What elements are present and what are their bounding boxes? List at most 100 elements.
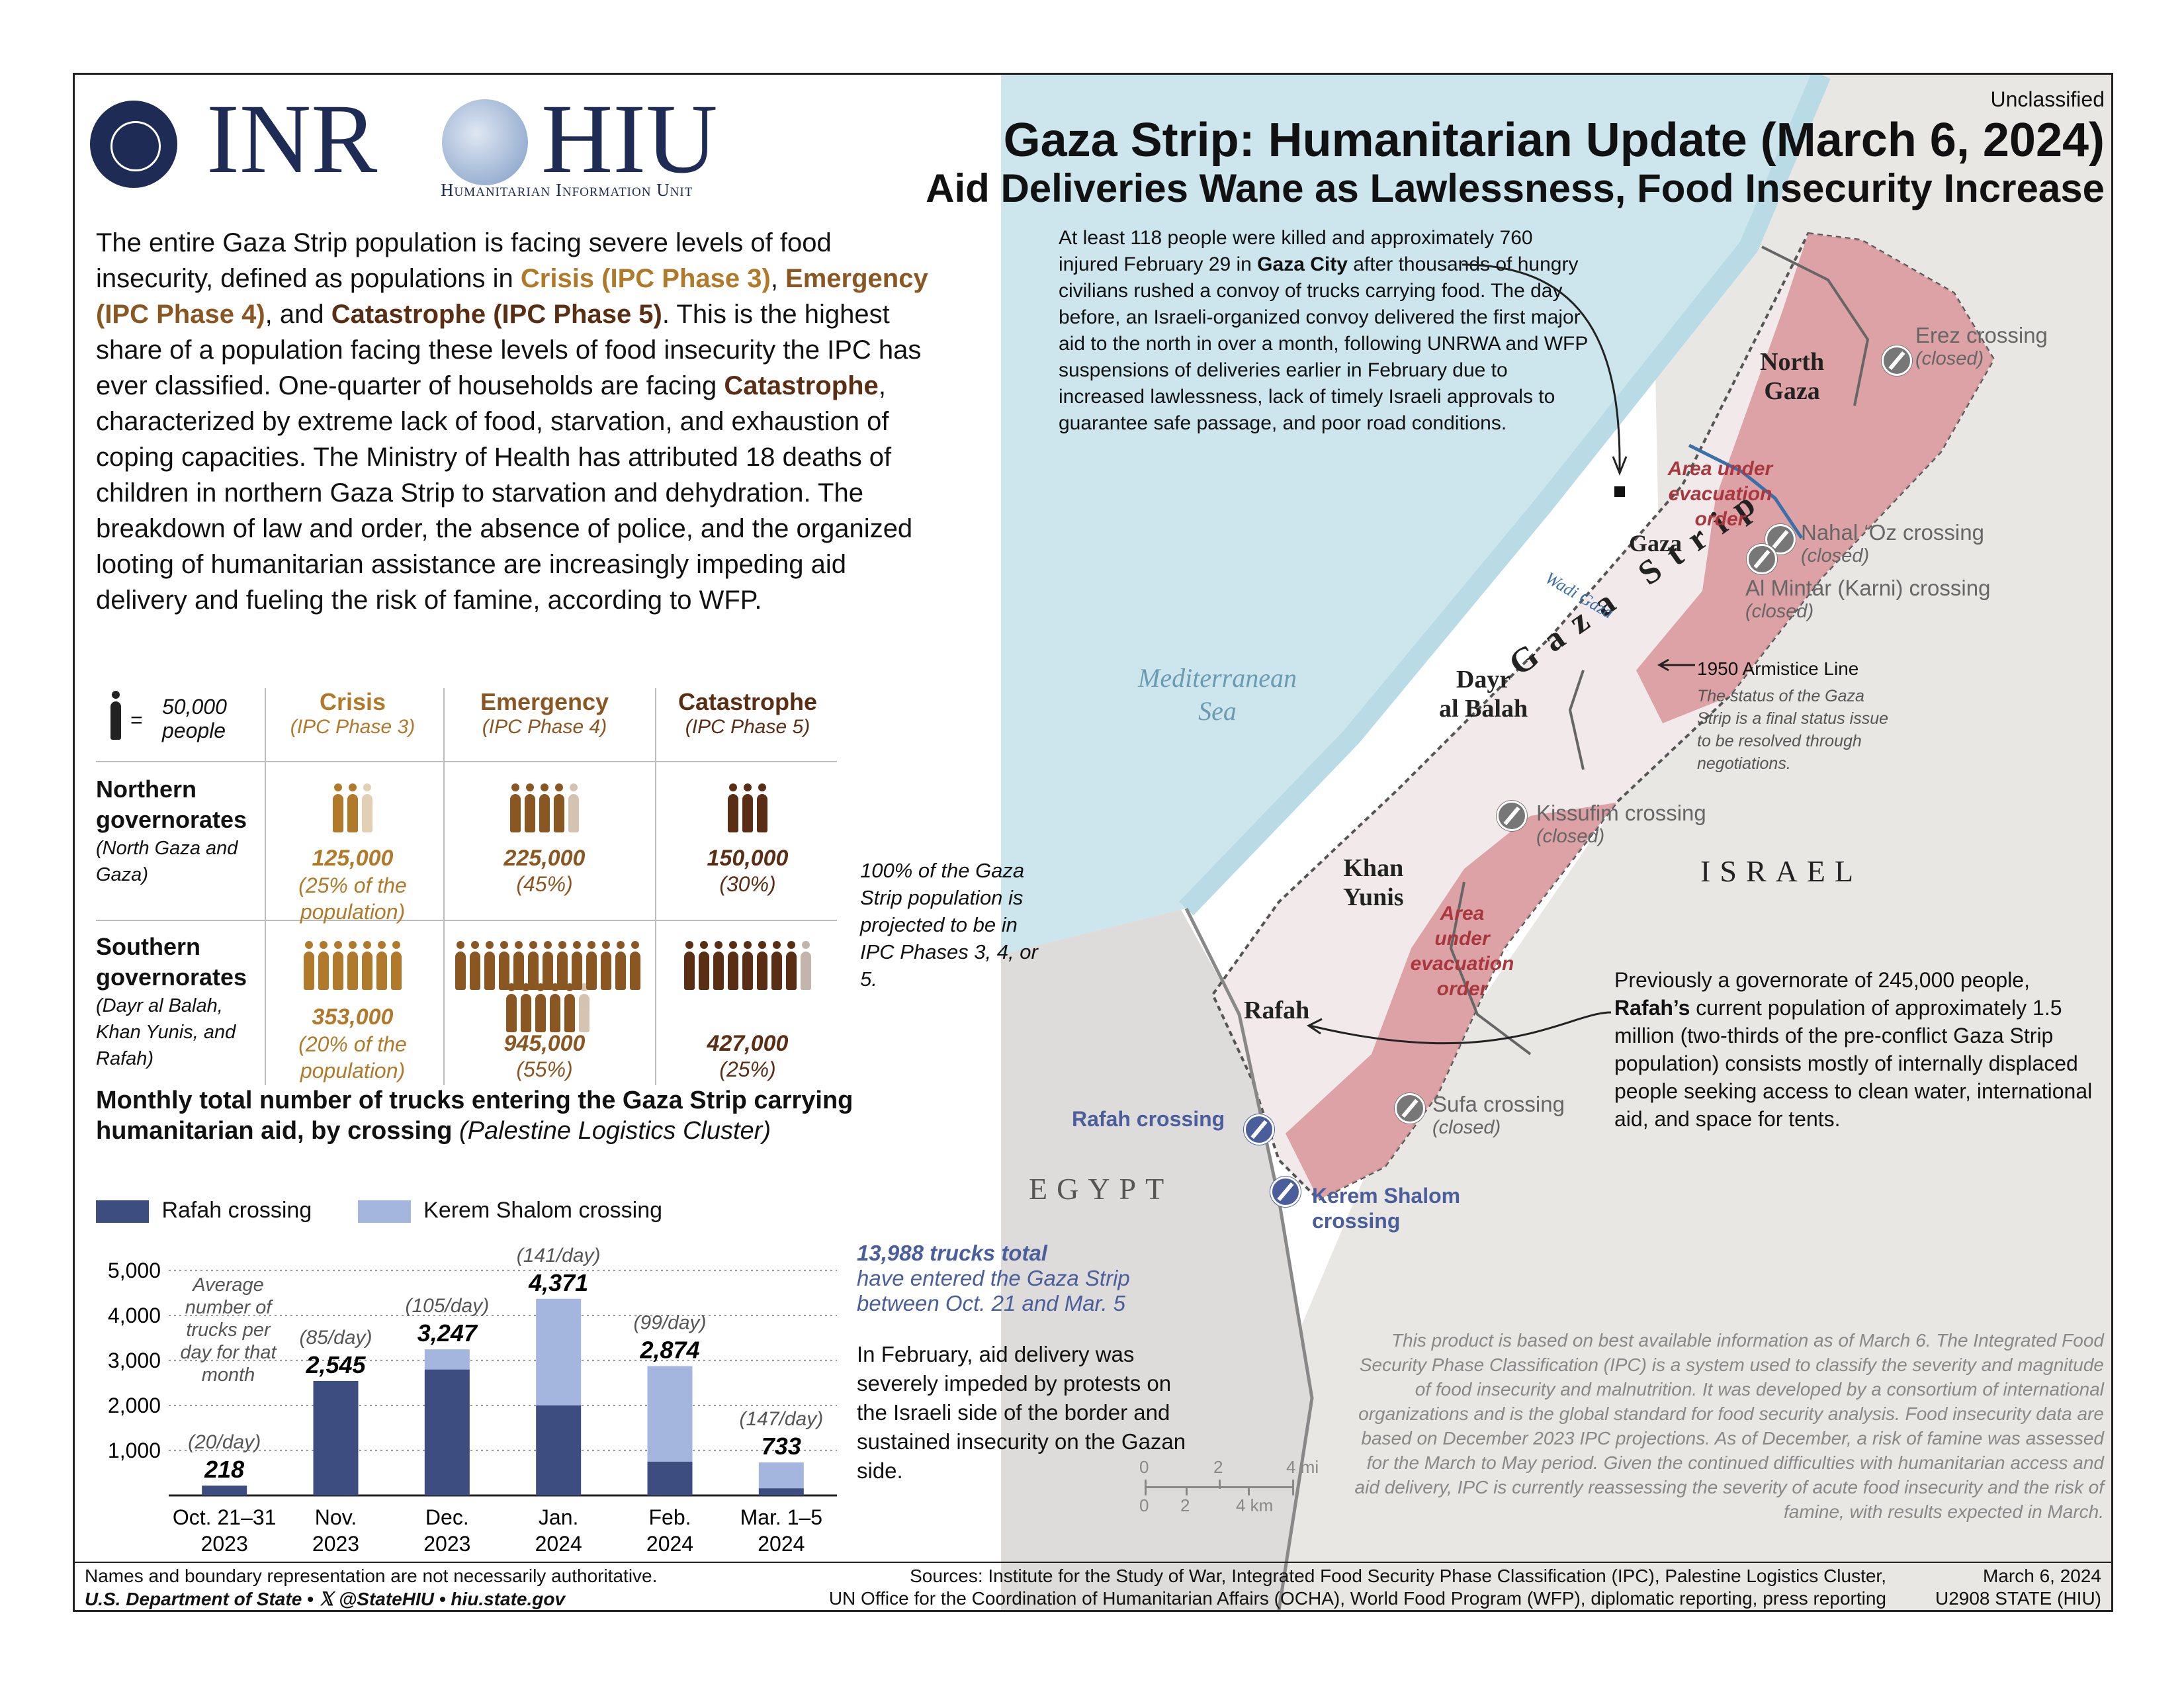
person-icon <box>771 941 782 990</box>
person-icon <box>318 941 329 990</box>
footer-sources-1: Sources: Institute for the Study of War,… <box>910 1566 1886 1586</box>
person-icon <box>728 941 738 990</box>
bar-kerem <box>758 1462 804 1489</box>
person-icon <box>550 983 560 1032</box>
icons-north-catastrophe <box>662 783 834 832</box>
legend-rafah-label: Rafah crossing <box>161 1198 312 1223</box>
y-tick-label: 3,000 <box>108 1349 161 1372</box>
footer-sources-2: UN Office for the Coordination of Humani… <box>828 1588 1886 1609</box>
south-catastrophe-num: 427,000 <box>707 1031 789 1056</box>
egypt-land <box>1001 895 1312 1610</box>
person-icon <box>786 941 797 990</box>
label-dayr-1: Dayr <box>1456 666 1511 693</box>
evac-area-south <box>1286 803 1616 1200</box>
north-catastrophe-num: 150,000 <box>707 846 789 871</box>
south-emergency-pct: (55%) <box>516 1057 573 1081</box>
label-north-gaza-2: Gaza <box>1764 377 1820 405</box>
footer-rule <box>75 1562 2111 1563</box>
scale-km-4: 4 km <box>1236 1495 1274 1515</box>
total-note-bold: 13,988 trucks total <box>857 1241 1047 1265</box>
person-icon <box>699 941 709 990</box>
bar-perday-label: (105/day) <box>405 1295 489 1317</box>
y-tick-label: 2,000 <box>108 1394 161 1417</box>
person-icon <box>521 983 531 1032</box>
page-frame <box>73 73 2113 1612</box>
kerem-crossing-label: Kerem Shalom crossing <box>1312 1183 1460 1233</box>
evac-s-1: Area <box>1440 903 1485 924</box>
person-icon-partial <box>362 783 372 832</box>
label-dayr-2: al Balah <box>1439 695 1528 723</box>
y-tick-label: 5,000 <box>108 1259 161 1282</box>
person-icon <box>557 941 568 990</box>
person-icon <box>742 783 753 832</box>
person-icon <box>684 941 695 990</box>
intro-t3: , and <box>265 300 331 329</box>
gc-note-1: At least 118 people were killed and appr… <box>1059 227 1533 275</box>
legend-unit: people <box>162 719 226 742</box>
row-south-detail: (Dayr al Balah, Khan Yunis, and Rafah) <box>96 995 236 1069</box>
chart-legend: Rafah crossing Kerem Shalom crossing <box>96 1198 662 1223</box>
intro-t1: The entire Gaza Strip population is faci… <box>96 228 832 293</box>
person-icon <box>484 941 495 990</box>
chart-avg-annotation: Average number of trucks per day for tha… <box>180 1274 277 1386</box>
rafah-arrow <box>1307 1011 1612 1045</box>
bar-kerem <box>536 1298 582 1405</box>
x-tick-label: Feb. <box>648 1505 691 1529</box>
col-emergency: Emergency (IPC Phase 4) <box>445 688 644 738</box>
icons-south-emergency <box>452 941 644 1032</box>
col-crisis-name: Crisis <box>319 688 386 715</box>
col-emergency-name: Emergency <box>480 688 609 715</box>
label-khan: Khan Yunis <box>1343 854 1404 912</box>
col-emergency-phase: (IPC Phase 4) <box>482 716 607 738</box>
person-icon <box>499 941 509 990</box>
scale-km-0: 0 <box>1139 1495 1149 1515</box>
intro-crisis: Crisis (IPC Phase 3) <box>520 264 771 293</box>
person-icon <box>757 783 767 832</box>
x-tick-year: 2024 <box>535 1532 582 1555</box>
person-icon <box>528 941 539 990</box>
row-north-detail: (North Gaza and Gaza) <box>96 838 238 885</box>
kerem-label-2: crossing <box>1312 1209 1401 1233</box>
gaza-city-arrow <box>1462 263 1628 497</box>
evac-s-2: under <box>1434 928 1490 950</box>
person-icon-partial <box>801 941 811 990</box>
person-icon <box>506 983 517 1032</box>
legend-kerem-swatch <box>357 1200 411 1223</box>
page-title: Gaza Strip: Humanitarian Update (March 6… <box>1003 114 2105 167</box>
evac-n-1: Area under <box>1667 458 1773 480</box>
ipc-note: 100% of the Gaza Strip population is pro… <box>860 859 1038 991</box>
bar-perday-label: (141/day) <box>517 1245 601 1266</box>
bar-rafah <box>424 1369 470 1495</box>
mediterranean-sea <box>1001 75 1821 955</box>
map <box>1001 75 2111 1610</box>
scale-km-2: 2 <box>1180 1495 1190 1515</box>
kissufim-closed: (closed) <box>1536 826 1605 847</box>
page-subtitle: Aid Deliveries Wane as Lawlessness, Food… <box>926 166 2105 210</box>
intro-emergency: Emergency (IPC Phase 4) <box>96 264 928 329</box>
person-icon <box>535 983 546 1032</box>
legend-value: 50,000 <box>162 695 227 719</box>
intro-t4: . This is the highest share of a populat… <box>96 300 922 400</box>
sufa-crossing-icon <box>1395 1093 1425 1124</box>
x-tick-year: 2023 <box>423 1532 470 1555</box>
person-icon <box>539 783 550 832</box>
bar-kerem <box>647 1366 693 1462</box>
bar-total-label: 4,371 <box>528 1269 588 1296</box>
person-icon <box>525 783 535 832</box>
armistice-label: 1950 Armistice Line <box>1697 658 1859 679</box>
person-icon <box>615 941 626 990</box>
chart-title: Monthly total number of trucks entering … <box>96 1085 956 1146</box>
label-dayr: Dayr al Balah <box>1439 665 1528 723</box>
person-icon <box>757 941 767 990</box>
row-north-name: Northern governorates <box>96 776 247 833</box>
bar-perday-label: (99/day) <box>633 1312 706 1334</box>
label-sea-2: Sea <box>1198 696 1237 726</box>
col-catastrophe-name: Catastrophe <box>677 688 818 715</box>
label-khan-2: Yunis <box>1343 883 1404 911</box>
footer-dept: U.S. Department of State • 𝕏 @StateHIU •… <box>85 1589 566 1609</box>
person-icon <box>554 783 564 832</box>
evac-s-3: evacuation <box>1410 953 1514 975</box>
rafah-note-bold: Rafah’s <box>1614 996 1690 1020</box>
north-emergency-num: 225,000 <box>503 846 586 871</box>
label-sea: Mediterranean Sea <box>1138 662 1297 728</box>
